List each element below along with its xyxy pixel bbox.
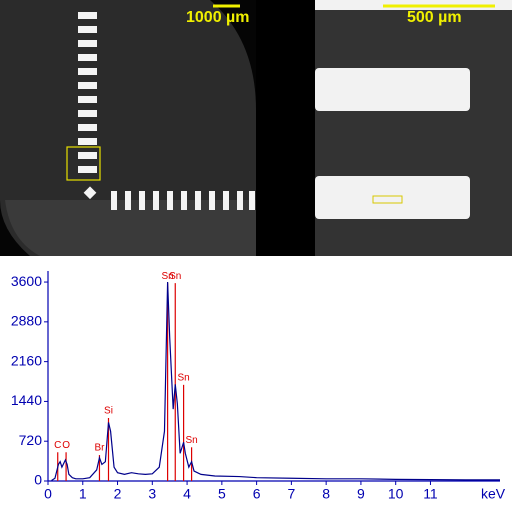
x-tick-label: 0 [44,486,52,502]
y-tick-label: 720 [19,432,43,448]
x-tick-label: 10 [388,486,404,502]
sem-image-left: 1000 µm [0,0,256,256]
x-axis-label: keV [481,486,506,502]
x-tick-label: 11 [423,486,438,502]
x-tick-label: 7 [287,486,295,502]
scale-label: 1000 µm [186,9,249,26]
sem-image-right: 500 µm [256,0,512,256]
spectrum-line [51,282,500,481]
peak-label: Si [104,406,113,417]
peak-label: O [62,440,70,451]
scale-label: 500 µm [407,9,462,26]
y-tick-label: 3600 [11,273,42,289]
y-tick-label: 0 [34,472,42,488]
y-tick-label: 2880 [11,313,42,329]
x-tick-label: 6 [253,486,261,502]
peak-label: Br [94,443,105,454]
x-tick-label: 5 [218,486,226,502]
peak-label: Sn [169,271,181,282]
x-tick-label: 2 [114,486,122,502]
peak-label: Sn [185,435,197,446]
peak-label: Sn [161,271,173,282]
x-tick-label: 4 [183,486,191,502]
x-tick-label: 3 [148,486,156,502]
peak-label: C [54,440,61,451]
y-tick-label: 1440 [11,392,42,408]
x-tick-label: 1 [79,486,87,502]
x-tick-label: 8 [322,486,330,502]
y-tick-label: 2160 [11,352,42,368]
x-tick-label: 9 [357,486,365,502]
peak-label: Sn [177,372,189,383]
spectrum-chart: keV 0 720 1440 2160 2880 3600 0 1 2 3 4 5 6 7 8 9 10 11 C O… [11,271,506,502]
